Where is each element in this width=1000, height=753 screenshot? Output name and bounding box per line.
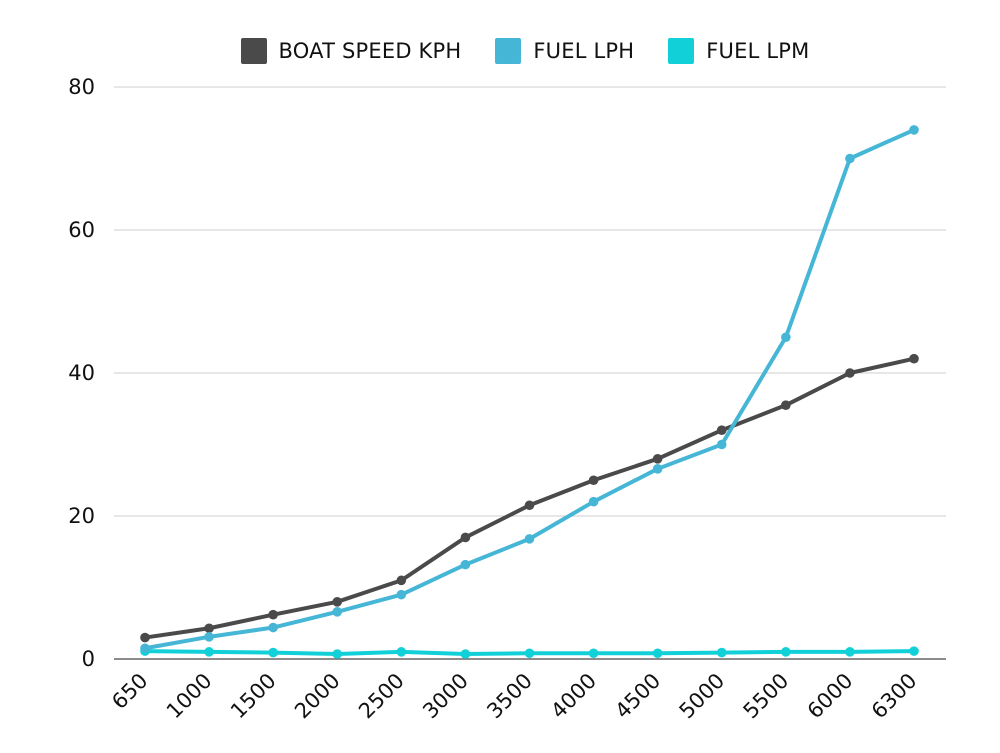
x-tick-label: 3500 bbox=[482, 669, 537, 724]
x-tick-label: 2000 bbox=[290, 669, 345, 724]
x-tick-label: 650 bbox=[107, 669, 152, 714]
y-tick-label: 40 bbox=[68, 361, 95, 385]
data-point-fuel-lph bbox=[652, 464, 663, 474]
x-tick-label: 1500 bbox=[226, 669, 281, 724]
y-tick-label: 0 bbox=[82, 647, 95, 671]
legend-item-boat-speed: BOAT SPEED KPH bbox=[240, 38, 462, 64]
x-tick-label: 5000 bbox=[675, 669, 730, 724]
data-point-fuel-lpm bbox=[332, 649, 343, 659]
data-point-fuel-lph bbox=[781, 332, 791, 343]
y-tick-label: 60 bbox=[68, 218, 95, 242]
legend-item-fuel-lpm: FUEL LPM bbox=[668, 38, 809, 64]
data-point-fuel-lph bbox=[716, 439, 727, 450]
data-point-fuel-lpm bbox=[524, 648, 535, 659]
data-point-fuel-lph bbox=[460, 559, 471, 570]
data-point-fuel-lph bbox=[332, 607, 343, 617]
data-point-fuel-lph bbox=[588, 496, 599, 507]
data-point-boat-speed-kph bbox=[524, 500, 535, 511]
data-point-fuel-lpm bbox=[845, 647, 855, 657]
legend-label-fuel-lpm: FUEL LPM bbox=[706, 39, 810, 63]
x-tick-label: 4000 bbox=[546, 669, 601, 724]
data-point-boat-speed-kph bbox=[588, 475, 599, 486]
data-point-boat-speed-kph bbox=[204, 623, 214, 634]
y-tick-label: 20 bbox=[68, 504, 95, 528]
x-tick-label: 6300 bbox=[867, 669, 922, 724]
legend-label-fuel-lph: FUEL LPH bbox=[533, 39, 635, 63]
x-tick-label: 1000 bbox=[162, 669, 217, 724]
x-tick-label: 3000 bbox=[418, 669, 473, 724]
series-line-boat-speed-kph bbox=[143, 356, 916, 640]
legend-swatch-fuel-lph bbox=[495, 38, 522, 64]
data-point-fuel-lph bbox=[524, 534, 535, 544]
data-point-boat-speed-kph bbox=[396, 575, 407, 586]
chart-legend: BOAT SPEED KPH FUEL LPH FUEL LPM bbox=[0, 38, 1000, 64]
data-point-boat-speed-kph bbox=[781, 400, 791, 410]
data-point-boat-speed-kph bbox=[268, 609, 278, 620]
x-tick-label: 4500 bbox=[610, 669, 665, 724]
x-tick-label: 2500 bbox=[354, 669, 409, 724]
data-point-boat-speed-kph bbox=[845, 368, 855, 378]
data-point-fuel-lpm bbox=[204, 647, 214, 657]
series-line-fuel-lph bbox=[143, 127, 916, 651]
data-point-boat-speed-kph bbox=[652, 454, 663, 464]
data-point-fuel-lph bbox=[140, 643, 150, 654]
data-point-fuel-lph bbox=[204, 632, 214, 642]
legend-label-boat-speed: BOAT SPEED KPH bbox=[278, 39, 462, 63]
x-tick-label: 6000 bbox=[803, 669, 858, 724]
data-point-boat-speed-kph bbox=[332, 597, 343, 607]
legend-swatch-fuel-lpm bbox=[668, 38, 695, 64]
data-point-fuel-lph bbox=[909, 125, 919, 135]
data-point-fuel-lpm bbox=[588, 648, 599, 659]
data-point-fuel-lph bbox=[845, 153, 855, 164]
data-point-boat-speed-kph bbox=[909, 353, 919, 364]
data-point-fuel-lpm bbox=[460, 649, 471, 659]
data-point-fuel-lpm bbox=[652, 648, 663, 659]
data-point-fuel-lpm bbox=[268, 647, 278, 658]
data-point-fuel-lph bbox=[396, 589, 407, 600]
data-point-fuel-lpm bbox=[396, 647, 407, 657]
legend-item-fuel-lph: FUEL LPH bbox=[495, 38, 634, 64]
y-tick-label: 80 bbox=[68, 75, 95, 99]
data-point-fuel-lpm bbox=[716, 647, 727, 658]
x-tick-label: 5500 bbox=[739, 669, 794, 724]
legend-swatch-boat-speed bbox=[240, 38, 267, 64]
data-point-fuel-lpm bbox=[909, 646, 919, 656]
data-point-boat-speed-kph bbox=[140, 632, 150, 643]
data-point-boat-speed-kph bbox=[716, 425, 727, 436]
data-point-fuel-lph bbox=[268, 622, 278, 633]
data-point-boat-speed-kph bbox=[460, 532, 471, 543]
data-point-fuel-lpm bbox=[781, 647, 791, 657]
